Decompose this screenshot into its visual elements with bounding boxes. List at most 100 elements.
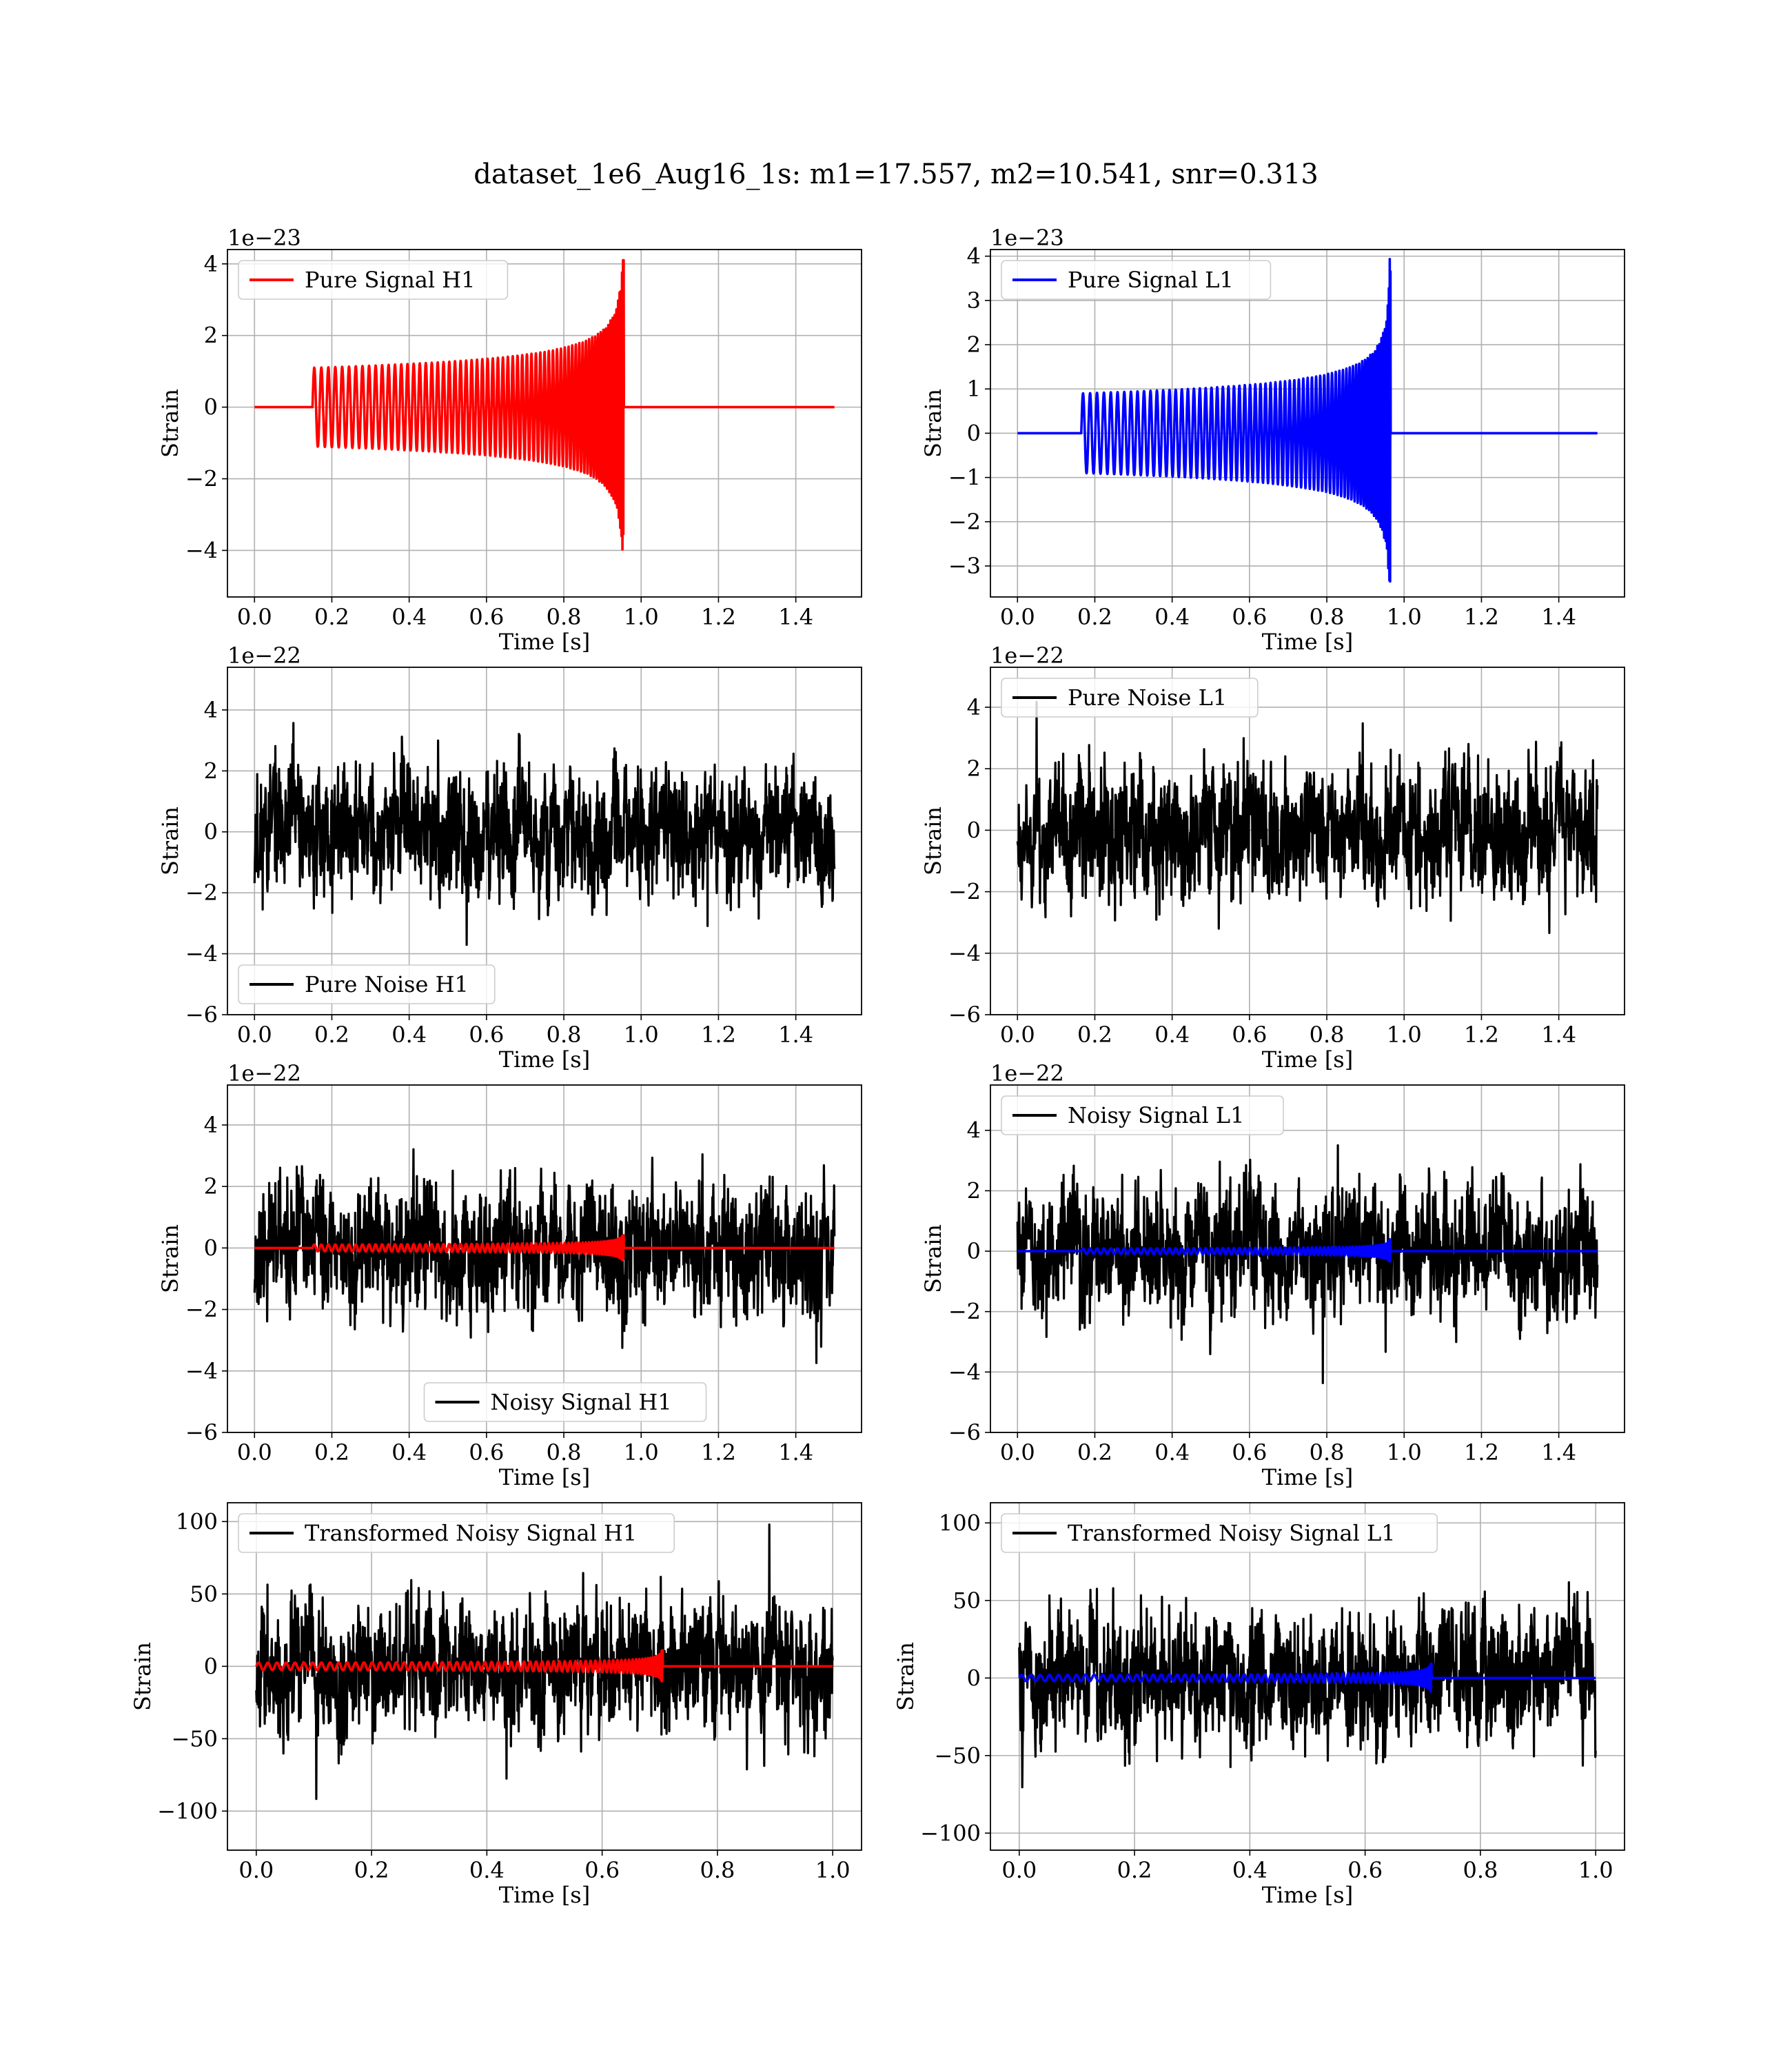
legend-label: Pure Noise H1: [305, 971, 469, 997]
x-tick-label: 0.4: [1154, 1439, 1190, 1466]
y-tick-label: 2: [204, 1173, 218, 1199]
x-tick-label: 0.2: [314, 1439, 349, 1466]
x-tick-label: 0.6: [584, 1857, 620, 1883]
x-tick-label: 0.4: [469, 1857, 505, 1883]
axes-frame: [990, 249, 1625, 598]
y-tick-label: 1: [967, 376, 981, 402]
x-tick-label: 0.6: [469, 1439, 504, 1466]
axes-frame: [990, 1502, 1625, 1851]
y-tick-label: −100: [920, 1820, 981, 1846]
offset-label: 1e−23: [990, 225, 1064, 251]
y-tick-label: −2: [185, 880, 218, 906]
x-tick-label: 1.0: [1387, 604, 1422, 630]
axes-frame: [227, 1084, 862, 1433]
legend: Transformed Noisy Signal L1: [1001, 1513, 1438, 1553]
series-line-2: [253, 1234, 836, 1261]
legend-box: [238, 1513, 675, 1553]
legend: Pure Signal L1: [1001, 260, 1272, 300]
legend-box: [1001, 260, 1272, 300]
legend-label: Transformed Noisy Signal H1: [305, 1520, 637, 1546]
y-tick-label: 4: [967, 1117, 981, 1144]
axes-frame: [990, 667, 1625, 1015]
x-tick-label: 1.0: [624, 604, 659, 630]
legend: Transformed Noisy Signal H1: [238, 1513, 675, 1553]
y-tick-label: 2: [967, 1177, 981, 1204]
x-tick-label: 1.2: [701, 1022, 736, 1048]
x-tick-label: 0.8: [1310, 604, 1345, 630]
x-tick-label: 0.6: [1347, 1857, 1383, 1883]
chart-panel-6: 0.0 0.2 0.4 0.6 0.8 1.0 1.2 1.4 −6 −4 −2 0 2 4 Time [s…: [920, 1060, 1625, 1490]
x-tick-label: 0.6: [469, 1022, 504, 1048]
x-axis-label: Time [s]: [1262, 1882, 1353, 1908]
y-tick-label: 0: [967, 420, 981, 446]
series-line-2: [255, 1649, 834, 1683]
y-tick-label: −2: [185, 1297, 218, 1323]
x-tick-label: 0.0: [238, 1857, 274, 1883]
x-tick-label: 1.4: [1541, 1439, 1576, 1466]
x-tick-label: 0.0: [237, 604, 272, 630]
y-tick-label: 4: [204, 697, 218, 723]
x-tick-label: 1.2: [701, 604, 736, 630]
x-tick-label: 0.0: [1000, 1439, 1035, 1466]
x-tick-label: 0.2: [1077, 1022, 1112, 1048]
y-tick-label: 2: [967, 332, 981, 358]
x-tick-label: 1.2: [1464, 604, 1499, 630]
y-tick-label: −1: [948, 465, 981, 491]
x-tick-label: 0.0: [1000, 1022, 1035, 1048]
x-tick-label: 0.0: [1000, 604, 1035, 630]
x-tick-label: 0.8: [1310, 1022, 1345, 1048]
y-tick-label: 0: [204, 1235, 218, 1261]
y-tick-label: −6: [185, 1002, 218, 1028]
x-tick-label: 0.4: [1232, 1857, 1267, 1883]
y-tick-label: −50: [934, 1743, 981, 1769]
x-tick-label: 0.8: [547, 1022, 582, 1048]
y-tick-label: 4: [967, 694, 981, 720]
plot-area: [255, 1523, 834, 1801]
legend-box: [423, 1382, 707, 1422]
x-axis-label: Time [s]: [499, 1882, 590, 1908]
y-tick-label: 50: [190, 1581, 218, 1607]
x-axis-label: Time [s]: [499, 1464, 590, 1490]
plot-area: [253, 258, 836, 551]
y-axis-label: Strain: [157, 1224, 183, 1293]
legend-label: Noisy Signal L1: [1068, 1102, 1245, 1128]
x-tick-label: 0.2: [354, 1857, 389, 1883]
y-tick-label: −6: [185, 1419, 218, 1446]
series-line-1: [253, 1148, 836, 1364]
x-tick-label: 0.8: [700, 1857, 735, 1883]
x-tick-label: 1.0: [1578, 1857, 1613, 1883]
offset-label: 1e−22: [227, 1060, 301, 1086]
y-tick-label: −6: [948, 1419, 981, 1446]
y-tick-label: 2: [204, 323, 218, 349]
axes-frame: [990, 1084, 1625, 1433]
y-tick-label: 4: [967, 243, 981, 270]
x-tick-label: 1.0: [624, 1022, 659, 1048]
x-tick-label: 0.8: [1310, 1439, 1345, 1466]
chart-panel-2: 0.0 0.2 0.4 0.6 0.8 1.0 1.2 1.4 −3 −2 −1 0 1 2 3 4 Time …: [920, 225, 1625, 655]
series-line-1: [255, 1523, 834, 1801]
legend: Pure Signal H1: [238, 260, 509, 300]
x-tick-label: 0.4: [391, 1022, 427, 1048]
chart-panel-3: 0.0 0.2 0.4 0.6 0.8 1.0 1.2 1.4 −6 −4 −2 0 2 4 Time [s…: [157, 642, 862, 1073]
legend-box: [238, 964, 496, 1004]
axes-frame: [227, 667, 862, 1015]
x-tick-label: 0.8: [547, 1439, 582, 1466]
y-tick-label: 2: [967, 756, 981, 782]
x-axis-label: Time [s]: [1262, 629, 1353, 655]
x-tick-label: 0.4: [391, 1439, 427, 1466]
legend-box: [1001, 1513, 1438, 1553]
y-axis-label: Strain: [920, 1224, 946, 1293]
x-axis-label: Time [s]: [499, 629, 590, 655]
legend-label: Pure Noise L1: [1068, 685, 1227, 711]
y-tick-label: 0: [967, 817, 981, 843]
x-tick-label: 0.4: [1154, 1022, 1190, 1048]
chart-panel-5: 0.0 0.2 0.4 0.6 0.8 1.0 1.2 1.4 −6 −4 −2 0 2 4 Time [s…: [157, 1060, 862, 1490]
y-tick-label: −4: [185, 1358, 218, 1384]
y-tick-label: 0: [967, 1665, 981, 1691]
x-tick-label: 1.4: [778, 1439, 813, 1466]
series-line-1: [1016, 258, 1599, 583]
y-tick-label: 0: [204, 1653, 218, 1679]
x-tick-label: 0.8: [547, 604, 582, 630]
chart-panel-1: 0.0 0.2 0.4 0.6 0.8 1.0 1.2 1.4 −4 −2 0 2 4 Time [s] S…: [157, 225, 862, 655]
offset-label: 1e−22: [227, 642, 301, 669]
